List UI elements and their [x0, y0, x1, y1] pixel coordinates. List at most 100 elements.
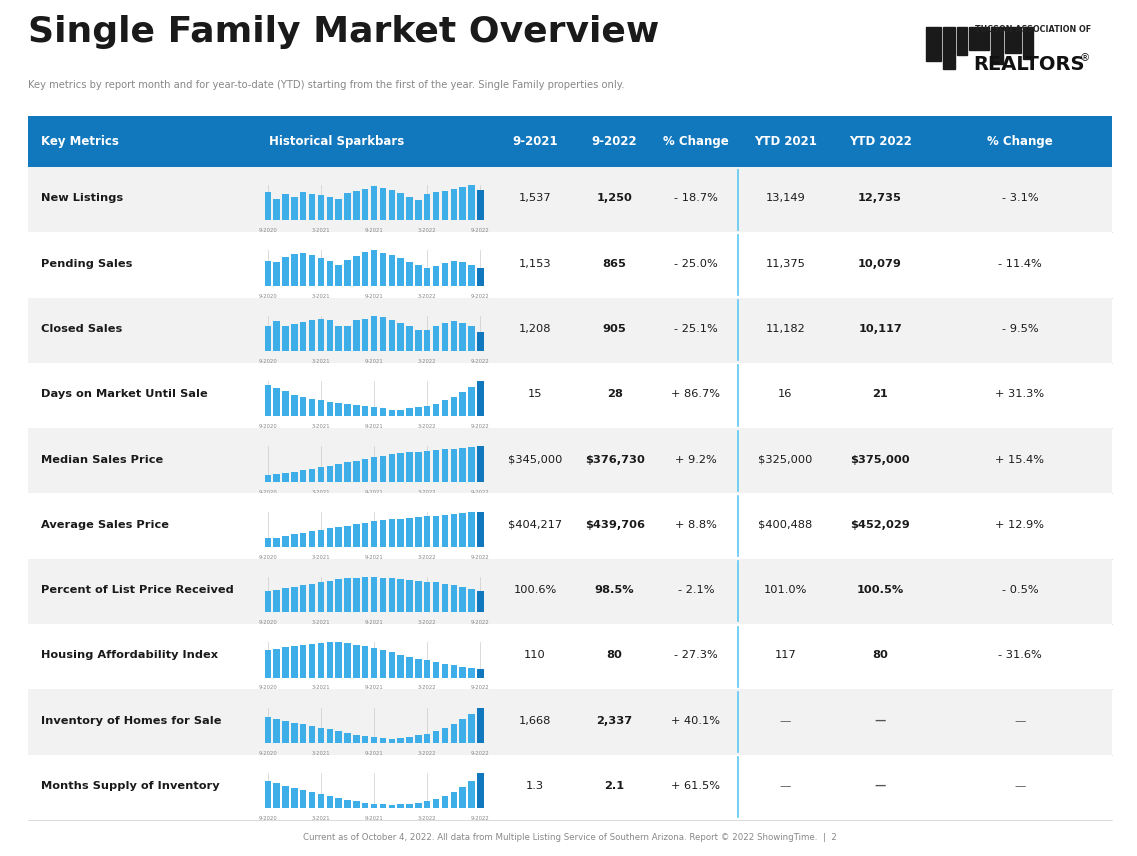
Bar — [345, 643, 350, 678]
Bar — [459, 719, 466, 743]
Bar — [450, 724, 457, 743]
Bar — [468, 387, 475, 416]
Bar — [406, 262, 413, 286]
Bar — [300, 533, 306, 547]
Bar — [406, 408, 413, 416]
Bar — [335, 642, 342, 678]
Bar — [300, 323, 306, 351]
Bar — [335, 731, 342, 743]
Text: —: — — [780, 781, 791, 791]
Bar — [354, 461, 359, 482]
Bar — [326, 796, 333, 808]
Bar — [450, 188, 457, 221]
Text: 9-2021: 9-2021 — [365, 816, 383, 821]
Bar — [300, 470, 306, 482]
Bar — [282, 787, 289, 808]
Text: 3-2022: 3-2022 — [418, 229, 437, 234]
Bar — [335, 580, 342, 612]
Text: - 31.6%: - 31.6% — [998, 651, 1041, 661]
Bar — [380, 253, 387, 286]
Bar — [389, 409, 395, 416]
Text: $452,029: $452,029 — [850, 520, 910, 530]
Bar — [389, 579, 395, 612]
Bar — [317, 467, 324, 482]
Bar — [317, 728, 324, 743]
Bar — [345, 326, 350, 351]
Bar — [309, 644, 315, 678]
Text: 100.6%: 100.6% — [514, 586, 557, 595]
Text: $439,706: $439,706 — [584, 520, 645, 530]
Bar — [282, 721, 289, 743]
Text: 9-2022: 9-2022 — [471, 751, 490, 756]
Text: Current as of October 4, 2022. All data from Multiple Listing Service of Souther: Current as of October 4, 2022. All data … — [304, 833, 837, 842]
Text: + 86.7%: + 86.7% — [672, 389, 721, 399]
Bar — [398, 453, 404, 482]
Bar — [326, 466, 333, 482]
Text: 9-2021: 9-2021 — [365, 359, 383, 364]
Bar — [442, 584, 448, 612]
Bar — [406, 657, 413, 678]
Bar — [345, 733, 350, 743]
Bar — [354, 734, 359, 743]
Text: 10,079: 10,079 — [858, 259, 902, 269]
Text: 9-2020: 9-2020 — [258, 555, 277, 560]
Bar — [415, 517, 422, 547]
Bar — [415, 265, 422, 286]
Bar — [282, 194, 289, 221]
Bar — [398, 409, 404, 416]
Bar — [282, 391, 289, 416]
Bar — [450, 665, 457, 678]
Text: 9-2021: 9-2021 — [365, 490, 383, 495]
Bar — [389, 805, 395, 808]
Bar — [380, 455, 387, 482]
Bar — [265, 261, 271, 286]
Bar — [326, 320, 333, 351]
Text: 9-2021: 9-2021 — [365, 555, 383, 560]
Text: Average Sales Price: Average Sales Price — [41, 520, 169, 530]
Bar — [282, 588, 289, 612]
Bar — [345, 462, 350, 482]
Text: % Change: % Change — [663, 134, 729, 148]
Bar — [362, 523, 368, 547]
Bar — [468, 326, 475, 351]
Bar — [442, 449, 448, 482]
Bar — [478, 512, 483, 547]
Text: - 25.1%: - 25.1% — [674, 324, 717, 334]
Bar — [459, 263, 466, 286]
Bar — [274, 388, 280, 416]
Text: 9-2021: 9-2021 — [365, 620, 383, 625]
Bar — [926, 27, 941, 61]
Text: + 40.1%: + 40.1% — [672, 716, 721, 726]
Text: $404,217: $404,217 — [508, 520, 562, 530]
Bar — [291, 534, 298, 547]
Bar — [406, 580, 413, 612]
Bar — [317, 195, 324, 221]
Bar — [468, 447, 475, 482]
Bar — [335, 402, 342, 416]
Bar — [459, 514, 466, 547]
Bar — [265, 538, 271, 547]
Text: 3-2021: 3-2021 — [312, 425, 330, 429]
Text: Housing Affordability Index: Housing Affordability Index — [41, 651, 218, 661]
Bar — [389, 520, 395, 547]
Bar — [389, 189, 395, 221]
Text: - 25.0%: - 25.0% — [674, 259, 717, 269]
Text: - 27.3%: - 27.3% — [674, 651, 717, 661]
Bar — [309, 584, 315, 612]
Bar — [282, 536, 289, 547]
Bar — [326, 642, 333, 678]
Bar — [478, 268, 483, 286]
Bar — [459, 392, 466, 416]
Bar — [406, 197, 413, 221]
Text: 1,537: 1,537 — [518, 193, 551, 203]
Bar — [317, 530, 324, 547]
Bar — [380, 520, 387, 547]
Text: % Change: % Change — [987, 134, 1053, 148]
Text: Months Supply of Inventory: Months Supply of Inventory — [41, 781, 221, 791]
Bar — [291, 254, 298, 286]
Text: 3-2021: 3-2021 — [312, 620, 330, 625]
Bar — [433, 731, 439, 743]
Text: 2.1: 2.1 — [605, 781, 624, 791]
Bar — [424, 451, 431, 482]
Bar — [415, 199, 422, 221]
